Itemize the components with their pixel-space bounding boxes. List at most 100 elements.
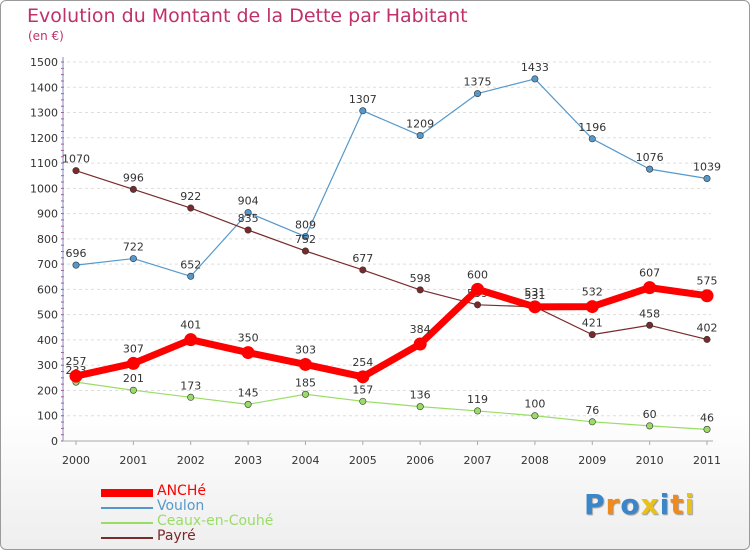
data-label-ceaux-en-couhe: 145 — [238, 386, 259, 399]
data-point-voulon — [646, 165, 654, 173]
x-tick-label: 2006 — [406, 454, 434, 467]
data-label-voulon: 696 — [66, 247, 87, 260]
data-point-voulon — [129, 255, 137, 263]
data-label-anche: 401 — [180, 319, 201, 332]
data-label-anche: 531 — [524, 286, 545, 299]
data-label-voulon: 722 — [123, 241, 144, 254]
data-point-payre — [474, 301, 482, 309]
y-tick-label: 0 — [51, 435, 58, 448]
x-tick-label: 2005 — [349, 454, 377, 467]
series-line-voulon — [75, 78, 708, 277]
data-label-ceaux-en-couhe: 201 — [123, 372, 144, 385]
data-point-payre — [187, 204, 195, 212]
data-point-ceaux-en-couhe — [301, 390, 309, 398]
data-label-ceaux-en-couhe: 46 — [700, 411, 714, 424]
logo-letter: x — [640, 488, 660, 521]
chart-title: Evolution du Montant de la Dette par Hab… — [27, 5, 468, 27]
logo-letter: i — [659, 488, 671, 521]
x-tick-label: 2011 — [693, 454, 721, 467]
y-tick-label: 800 — [37, 233, 58, 246]
data-point-ceaux-en-couhe — [244, 400, 252, 408]
logo-letter: o — [620, 488, 641, 521]
data-point-anche — [241, 346, 255, 360]
data-label-anche: 575 — [697, 275, 718, 288]
data-point-payre — [129, 185, 137, 193]
data-label-voulon: 1307 — [349, 93, 377, 106]
data-point-payre — [703, 335, 711, 343]
data-point-anche — [413, 337, 427, 351]
data-label-payre: 458 — [639, 307, 660, 320]
data-label-anche: 532 — [582, 286, 603, 299]
y-tick-label: 1300 — [30, 107, 58, 120]
data-point-payre — [646, 321, 654, 329]
data-label-anche: 257 — [66, 355, 87, 368]
data-point-voulon — [301, 233, 309, 241]
x-tick-label: 2009 — [578, 454, 606, 467]
data-label-ceaux-en-couhe: 100 — [524, 398, 545, 411]
legend-label: Ceaux-en-Couhé — [157, 513, 274, 529]
data-label-voulon: 1433 — [521, 61, 549, 74]
x-tick-label: 2007 — [464, 454, 492, 467]
series-line-payre — [75, 170, 708, 341]
data-label-voulon: 1039 — [693, 160, 721, 173]
data-point-payre — [416, 286, 424, 294]
x-tick-label: 2001 — [119, 454, 147, 467]
data-point-ceaux-en-couhe — [474, 407, 482, 415]
legend-label: Voulon — [157, 498, 205, 514]
data-point-ceaux-en-couhe — [416, 403, 424, 411]
data-label-payre: 996 — [123, 171, 144, 184]
data-point-voulon — [416, 132, 424, 140]
data-point-voulon — [72, 261, 80, 269]
logo-letter: P — [584, 488, 606, 521]
data-label-anche: 600 — [467, 268, 488, 281]
data-point-anche — [643, 281, 657, 295]
data-label-anche: 307 — [123, 342, 144, 355]
y-tick-label: 600 — [37, 283, 58, 296]
logo-letter: r — [605, 488, 621, 521]
y-tick-label: 400 — [37, 334, 58, 347]
data-label-anche: 607 — [639, 267, 660, 280]
chart-unit: (en €) — [28, 29, 64, 43]
data-label-payre: 835 — [238, 212, 259, 225]
data-label-payre: 421 — [582, 317, 603, 330]
data-point-payre — [244, 226, 252, 234]
series-line-ceaux-en-couhe — [75, 381, 708, 430]
data-label-payre: 402 — [697, 321, 718, 334]
y-tick-label: 1200 — [30, 132, 58, 145]
data-point-payre — [588, 331, 596, 339]
data-label-anche: 384 — [410, 323, 431, 336]
data-point-ceaux-en-couhe — [588, 418, 596, 426]
data-label-payre: 598 — [410, 272, 431, 285]
data-point-ceaux-en-couhe — [531, 412, 539, 420]
data-point-ceaux-en-couhe — [187, 393, 195, 401]
series-line-anche — [75, 284, 708, 381]
data-label-ceaux-en-couhe: 60 — [643, 408, 657, 421]
data-point-anche — [184, 333, 198, 347]
data-point-anche — [585, 300, 599, 314]
y-tick-label: 300 — [37, 359, 58, 372]
legend-swatch — [101, 521, 153, 524]
data-label-ceaux-en-couhe: 173 — [180, 379, 201, 392]
data-label-ceaux-en-couhe: 157 — [352, 383, 373, 396]
x-tick-label: 2002 — [177, 454, 205, 467]
legend-label: ANCHé — [157, 483, 206, 499]
data-point-payre — [72, 167, 80, 175]
data-label-voulon: 652 — [180, 258, 201, 271]
y-tick-label: 1500 — [30, 56, 58, 69]
data-label-voulon: 1375 — [464, 76, 492, 89]
data-label-payre: 677 — [352, 252, 373, 265]
data-label-payre: 922 — [180, 190, 201, 203]
data-point-voulon — [531, 75, 539, 83]
data-point-ceaux-en-couhe — [359, 397, 367, 405]
y-tick-label: 200 — [37, 384, 58, 397]
data-point-payre — [359, 266, 367, 274]
legend-swatch — [101, 488, 153, 497]
data-label-ceaux-en-couhe: 76 — [585, 404, 599, 417]
data-point-anche — [700, 289, 714, 303]
x-tick-label: 2000 — [62, 454, 90, 467]
data-label-voulon: 809 — [295, 219, 316, 232]
data-point-voulon — [359, 107, 367, 115]
data-label-payre: 531 — [524, 289, 545, 302]
